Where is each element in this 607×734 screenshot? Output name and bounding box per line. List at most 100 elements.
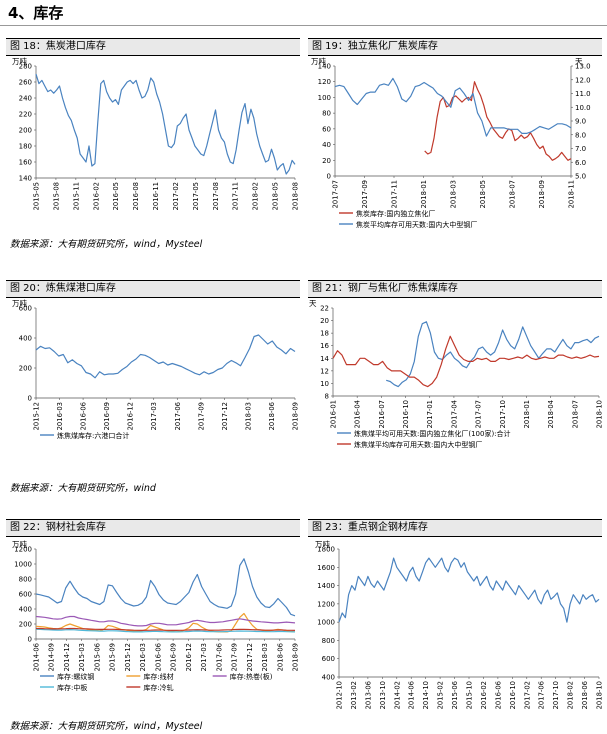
y-tick-label: 1600: [317, 564, 335, 572]
x-tick-label: 2018-03: [261, 643, 269, 671]
x-tick-label: 2018-06: [268, 402, 276, 430]
y-right-tick-label: 6.0: [575, 159, 586, 167]
y-tick-label: 20: [320, 317, 329, 325]
x-tick-label: 2016-11: [152, 182, 160, 210]
chart-18: 万吨 140 160 180 200 220 240 260 280 2015-05 2015-08…: [12, 56, 300, 210]
y-tick-label: 0: [28, 395, 32, 403]
unit-label-left: 万吨: [12, 539, 27, 549]
x-tick-label: 2016-10: [402, 400, 410, 428]
x-tick-label: 2018-02: [252, 182, 260, 210]
series-line-1: [35, 334, 296, 379]
chart-title-23: 图 23：重点钢企钢材库存: [308, 519, 602, 537]
chart-21: 天 8 10 12 14 16 18 20 22 2016-01 2016-04 2016-07 201…: [309, 299, 604, 449]
legend-label: 炼焦煤平均库存可用天数:国内大中型钢厂: [354, 440, 482, 449]
source-note-3: 数据来源：大有期货研究所，wind，Mysteel: [10, 721, 203, 732]
x-tick-label: 2017-09: [231, 643, 239, 671]
x-tick-label: 2014-02: [393, 681, 401, 709]
y-tick-label: 600: [19, 591, 32, 599]
x-tick-label: 2016-02: [92, 182, 100, 210]
x-tick-label: 2013-02: [350, 681, 358, 709]
y-tick-label: 0: [28, 636, 32, 644]
x-tick-label: 2017-06: [215, 643, 223, 671]
x-tick-label: 2016-12: [185, 643, 193, 671]
x-tick-label: 2016-09: [103, 402, 111, 430]
x-tick-label: 2014-12: [63, 643, 71, 671]
y-tick-label: 160: [19, 159, 32, 167]
x-tick-label: 2018-07: [509, 180, 517, 208]
x-tick-label: 2016-12: [127, 402, 135, 430]
legend-label: 库存:热卷(板): [230, 672, 273, 681]
x-tick-label: 2017-09: [361, 180, 369, 208]
chart-title-20: 图 20：炼焦煤港口库存: [6, 280, 300, 298]
y-tick-label: 200: [19, 621, 32, 629]
unit-label-left: 万吨: [12, 298, 27, 308]
x-tick-label: 2016-10: [509, 681, 517, 709]
legend-label: 焦炭库存:国内独立焦化厂: [356, 209, 435, 218]
x-tick-label: 2018-10: [596, 400, 604, 428]
chart-19: 万吨 天 0 20 40 60 80 100 120 140 5.0 6.0 7.0 8.0 9.0 10.0…: [311, 56, 591, 229]
y-tick-label: 200: [19, 127, 32, 135]
unit-label-left: 万吨: [12, 56, 27, 66]
x-tick-label: 2013-10: [379, 681, 387, 709]
source-note-2: 数据来源：大有期货研究所，wind: [10, 483, 156, 494]
x-tick-label: 2016-09: [170, 643, 178, 671]
x-tick-label: 2018-06: [276, 643, 284, 671]
x-tick-label: 2017-03: [150, 402, 158, 430]
x-tick-label: 2018-08: [292, 182, 300, 210]
x-tick-label: 2017-10: [552, 681, 560, 709]
x-tick-label: 2017-02: [523, 681, 531, 709]
x-tick-label: 2016-04: [354, 400, 362, 428]
x-tick-label: 2015-11: [72, 182, 80, 210]
y-tick-label: 10: [320, 380, 329, 388]
x-tick-label: 2014-06: [408, 681, 416, 709]
y-tick-label: 220: [19, 111, 32, 119]
x-tick-label: 2014-10: [422, 681, 430, 709]
y-tick-label: 400: [19, 606, 32, 614]
legend-label: 炼焦煤平均可用天数:国内独立焦化厂(100家):合计: [354, 429, 511, 438]
x-tick-label: 2017-01: [426, 400, 434, 428]
x-tick-label: 2017-02: [172, 182, 180, 210]
x-tick-label: 2018-05: [272, 182, 280, 210]
y-tick-label: 240: [19, 95, 32, 103]
series-line-1: [35, 73, 296, 175]
x-tick-label: 2017-06: [538, 681, 546, 709]
x-tick-label: 2017-09: [197, 402, 205, 430]
y-right-tick-label: 9.0: [575, 118, 586, 126]
x-tick-label: 2016-06: [154, 643, 162, 671]
y-tick-label: 8: [325, 393, 329, 401]
x-tick-label: 2015-06: [451, 681, 459, 709]
y-tick-label: 100: [318, 94, 331, 102]
chart-title-19: 图 19：独立焦化厂焦炭库存: [308, 38, 602, 56]
x-tick-label: 2017-05: [192, 182, 200, 210]
y-tick-label: 280: [19, 63, 32, 71]
y-tick-label: 400: [19, 335, 32, 343]
series-line-1: [424, 81, 572, 161]
x-tick-label: 2018-09: [538, 180, 546, 208]
x-tick-label: 2013-06: [364, 681, 372, 709]
y-right-tick-label: 11.0: [575, 90, 591, 98]
x-tick-label: 2015-08: [52, 182, 60, 210]
y-tick-label: 260: [19, 79, 32, 87]
y-tick-label: 1800: [317, 546, 335, 554]
x-tick-label: 2018-03: [450, 180, 458, 208]
x-tick-label: 2017-06: [174, 402, 182, 430]
y-tick-label: 200: [19, 365, 32, 373]
y-tick-label: 400: [322, 674, 335, 682]
y-tick-label: 16: [320, 342, 329, 350]
series-line-2: [334, 77, 572, 137]
section-title: 4、库存: [8, 4, 64, 22]
y-tick-label: 1000: [317, 619, 335, 627]
x-tick-label: 2014-06: [33, 643, 41, 671]
x-tick-label: 2015-05: [33, 182, 41, 210]
x-tick-label: 2016-01: [330, 400, 338, 428]
x-tick-label: 2017-12: [246, 643, 254, 671]
x-tick-label: 2017-10: [499, 400, 507, 428]
legend-label: 焦炭平均库存可用天数:国内大中型钢厂: [356, 220, 477, 229]
source-note-1: 数据来源：大有期货研究所，wind，Mysteel: [10, 239, 203, 250]
y-tick-label: 120: [318, 78, 331, 86]
y-tick-label: 600: [19, 305, 32, 313]
y-tick-label: 1000: [14, 561, 32, 569]
x-tick-label: 2016-02: [480, 681, 488, 709]
x-tick-label: 2018-02: [567, 681, 575, 709]
x-tick-label: 2017-04: [450, 400, 458, 428]
